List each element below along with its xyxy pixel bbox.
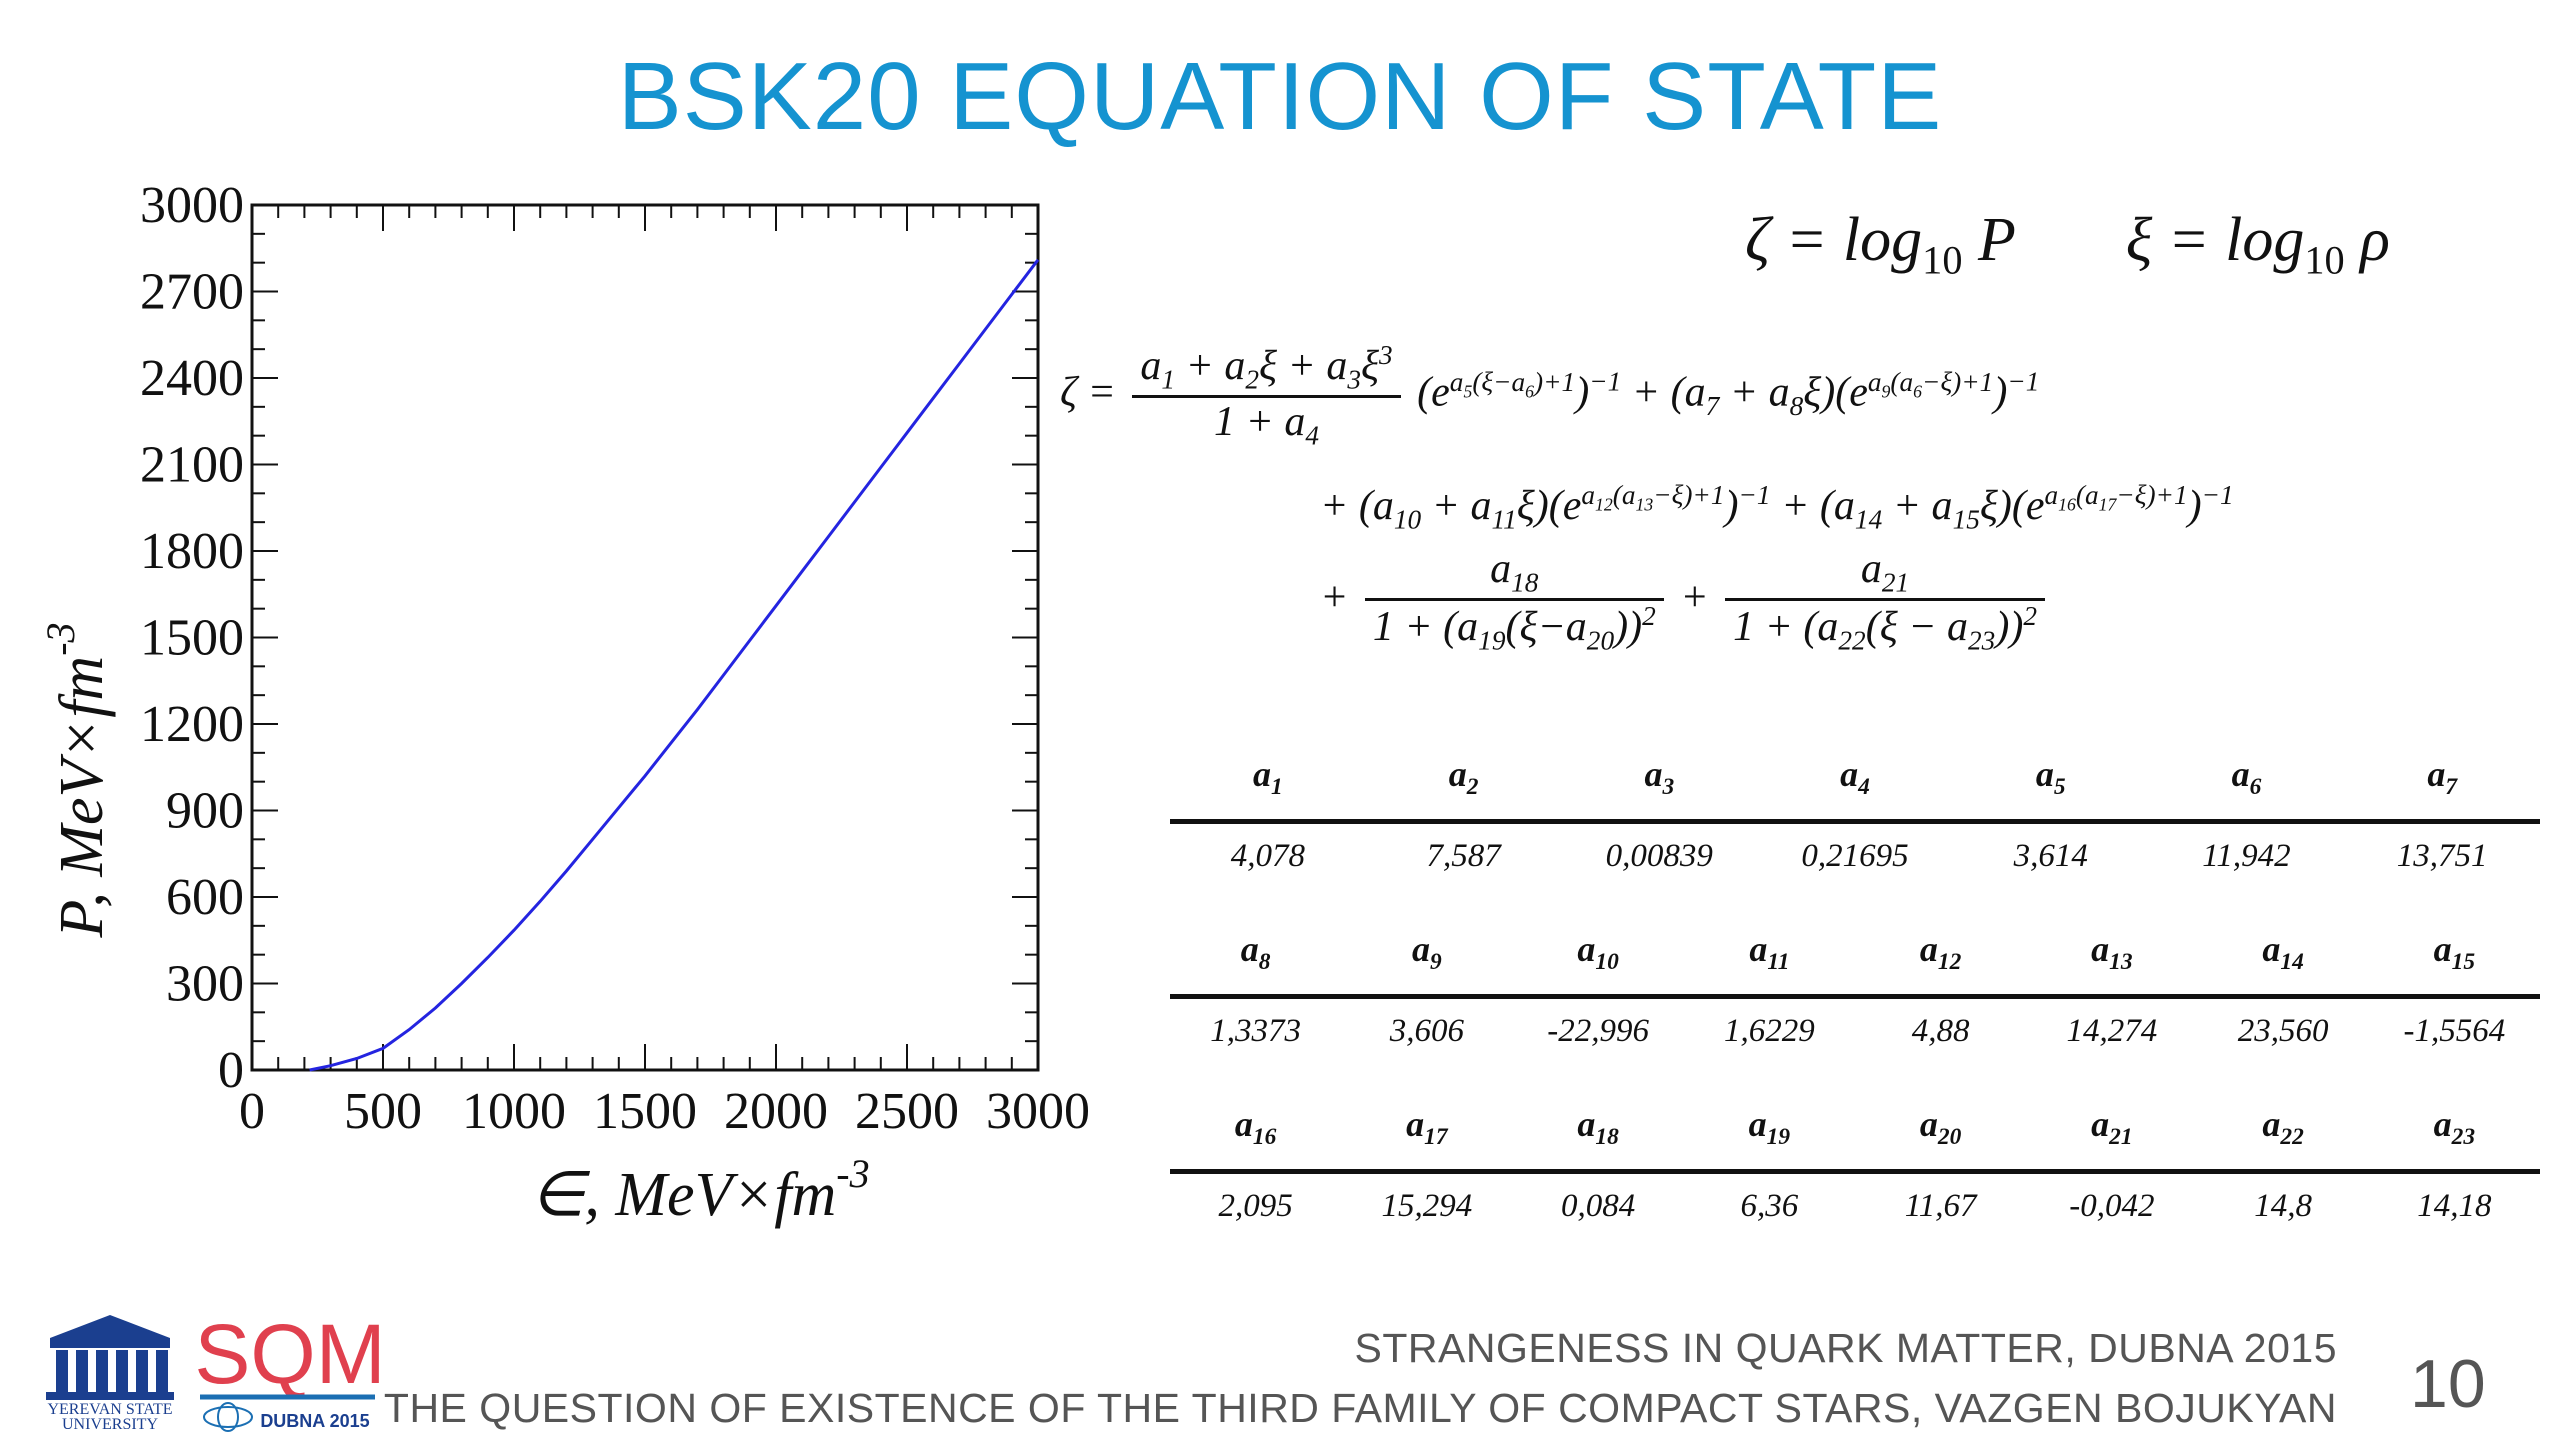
table-cell: 14,8: [2254, 1187, 2312, 1224]
table-header-cell: a11: [1749, 928, 1790, 976]
eos-chart: 0 500 1000 1500 2000 2500 3000 0 300 600 900 1200 15…: [38, 180, 1090, 1229]
table-cell: 1,6229: [1724, 1012, 1815, 1049]
ysu-logo: YEREVAN STATE UNIVERSITY: [46, 1315, 174, 1430]
table-cell: 15,294: [1381, 1187, 1473, 1224]
table-cell: -0,042: [2069, 1187, 2155, 1224]
table-cell: 3,614: [2013, 837, 2088, 874]
table-header-row: a1 a2 a3 a4 a5 a6 a7: [1170, 735, 2540, 819]
table-cell: 23,560: [2237, 1012, 2329, 1049]
x-tick-label: 2000: [724, 1083, 828, 1140]
y-tick-label: 1200: [140, 696, 244, 753]
table-cell: 0,21695: [1801, 837, 1909, 874]
table-cell: 6,36: [1740, 1187, 1799, 1224]
table-value-row: 1,3373 3,606 -22,996 1,6229 4,88 14,274 …: [1170, 994, 2540, 1063]
table-header-cell: a17: [1406, 1103, 1448, 1151]
table-header-cell: a22: [2262, 1103, 2304, 1151]
x-tick-label: 0: [239, 1083, 265, 1140]
table-header-cell: a18: [1577, 1103, 1619, 1151]
page-number: 10: [2410, 1346, 2486, 1422]
x-tick-label: 1500: [593, 1083, 697, 1140]
fit-formula-line3: + a18 1 + (a19(ξ−a20))2 + a21 1 + (a22(ξ −…: [1320, 545, 2051, 657]
table-cell: 11,67: [1904, 1187, 1977, 1224]
table-cell: 7,587: [1426, 837, 1501, 874]
coefficient-table: a1 a2 a3 a4 a5 a6 a7 4,078 7,587 0,00839…: [1170, 735, 2540, 1238]
y-tick-label: 2700: [140, 264, 244, 321]
table-cell: 11,942: [2202, 837, 2291, 874]
table-value-row: 4,078 7,587 0,00839 0,21695 3,614 11,942…: [1170, 819, 2540, 888]
table-cell: -1,5564: [2403, 1012, 2506, 1049]
table-cell: 0,084: [1561, 1187, 1636, 1224]
y-tick-label: 900: [166, 783, 244, 840]
fit-formula-line1: ζ = a1 + a2ξ + a3ξ3 1 + a4 (ea5(ξ−a6)+1)−…: [1060, 340, 2040, 451]
table-cell: 14,274: [2066, 1012, 2158, 1049]
table-header-cell: a9: [1412, 928, 1442, 976]
table-header-row: a16 a17 a18 a19 a20 a21 a22 a23: [1170, 1085, 2540, 1169]
x-tick-label: 3000: [986, 1083, 1090, 1140]
table-cell: 0,00839: [1605, 837, 1713, 874]
table-header-cell: a21: [2091, 1103, 2133, 1151]
footer-talk-title: THE QUESTION OF EXISTENCE OF THE THIRD F…: [383, 1385, 2337, 1431]
table-header-cell: a20: [1919, 1103, 1962, 1151]
y-tick-label: 0: [218, 1042, 244, 1099]
x-tick-label: 2500: [855, 1083, 959, 1140]
table-cell: 14,18: [2417, 1187, 2492, 1224]
table-cell: 4,88: [1911, 1012, 1970, 1049]
series-line: [309, 258, 1040, 1072]
sqm-logo-subtext: DUBNA 2015: [260, 1411, 369, 1431]
x-tick-label: 500: [344, 1083, 422, 1140]
sqm-logo-text: SQM: [194, 1307, 385, 1401]
table-header-cell: a10: [1577, 928, 1619, 976]
y-tick-label: 2100: [140, 437, 244, 494]
table-header-cell: a4: [1840, 753, 1870, 801]
y-tick-label: 2400: [140, 350, 244, 407]
table-cell: 2,095: [1218, 1187, 1293, 1224]
table-header-cell: a12: [1919, 928, 1962, 976]
table-header-cell: a16: [1234, 1103, 1277, 1151]
table-header-cell: a5: [2035, 753, 2066, 801]
table-header-cell: a23: [2433, 1103, 2476, 1151]
x-tick-label: 1000: [462, 1083, 566, 1140]
sqm-logo: SQM DUBNA 2015: [194, 1307, 386, 1432]
table-header-cell: a2: [1448, 753, 1479, 801]
x-axis-label: ∈, MeV×fm-3: [530, 1151, 869, 1229]
table-cell: 4,078: [1230, 837, 1305, 874]
table-header-cell: a3: [1644, 753, 1675, 801]
y-tick-label: 1800: [140, 523, 244, 580]
table-header-cell: a14: [2262, 928, 2304, 976]
table-header-cell: a6: [2231, 753, 2262, 801]
table-header-row: a8 a9 a10 a11 a12 a13 a14 a15: [1170, 910, 2540, 994]
ysu-logo-text2: UNIVERSITY: [62, 1416, 158, 1430]
table-header-cell: a1: [1253, 753, 1283, 801]
table-header-cell: a19: [1748, 1103, 1791, 1151]
y-axis-label: P, MeV×fm-3: [38, 622, 116, 938]
definition-equations: ζ = log10 P ξ = log10 ρ: [1745, 206, 2390, 283]
table-cell: 13,751: [2396, 837, 2488, 874]
table-cell: 3,606: [1389, 1012, 1464, 1049]
ysu-logo-text1: YEREVAN STATE: [47, 1401, 172, 1418]
table-value-row: 2,095 15,294 0,084 6,36 11,67 -0,042 14,…: [1170, 1169, 2540, 1238]
table-cell: 1,3373: [1210, 1012, 1301, 1049]
table-header-cell: a15: [2433, 928, 2476, 976]
footer-conference: STRANGENESS IN QUARK MATTER, DUBNA 2015: [1354, 1325, 2337, 1371]
slide-title: BSK20 EQUATION OF STATE: [617, 43, 1943, 150]
y-tick-label: 1500: [140, 610, 244, 667]
table-header-cell: a8: [1240, 928, 1271, 976]
fit-formula-line2: + (a10 + a11ξ)(ea12(a13−ξ)+1)−1 + (a14 +…: [1320, 480, 2234, 535]
plot-frame: [250, 203, 1040, 1072]
y-tick-label: 600: [166, 869, 244, 926]
y-tick-label: 3000: [140, 180, 244, 234]
table-cell: -22,996: [1547, 1012, 1649, 1049]
table-header-cell: a7: [2427, 753, 2458, 801]
table-header-cell: a13: [2091, 928, 2133, 976]
y-tick-label: 300: [166, 956, 244, 1013]
